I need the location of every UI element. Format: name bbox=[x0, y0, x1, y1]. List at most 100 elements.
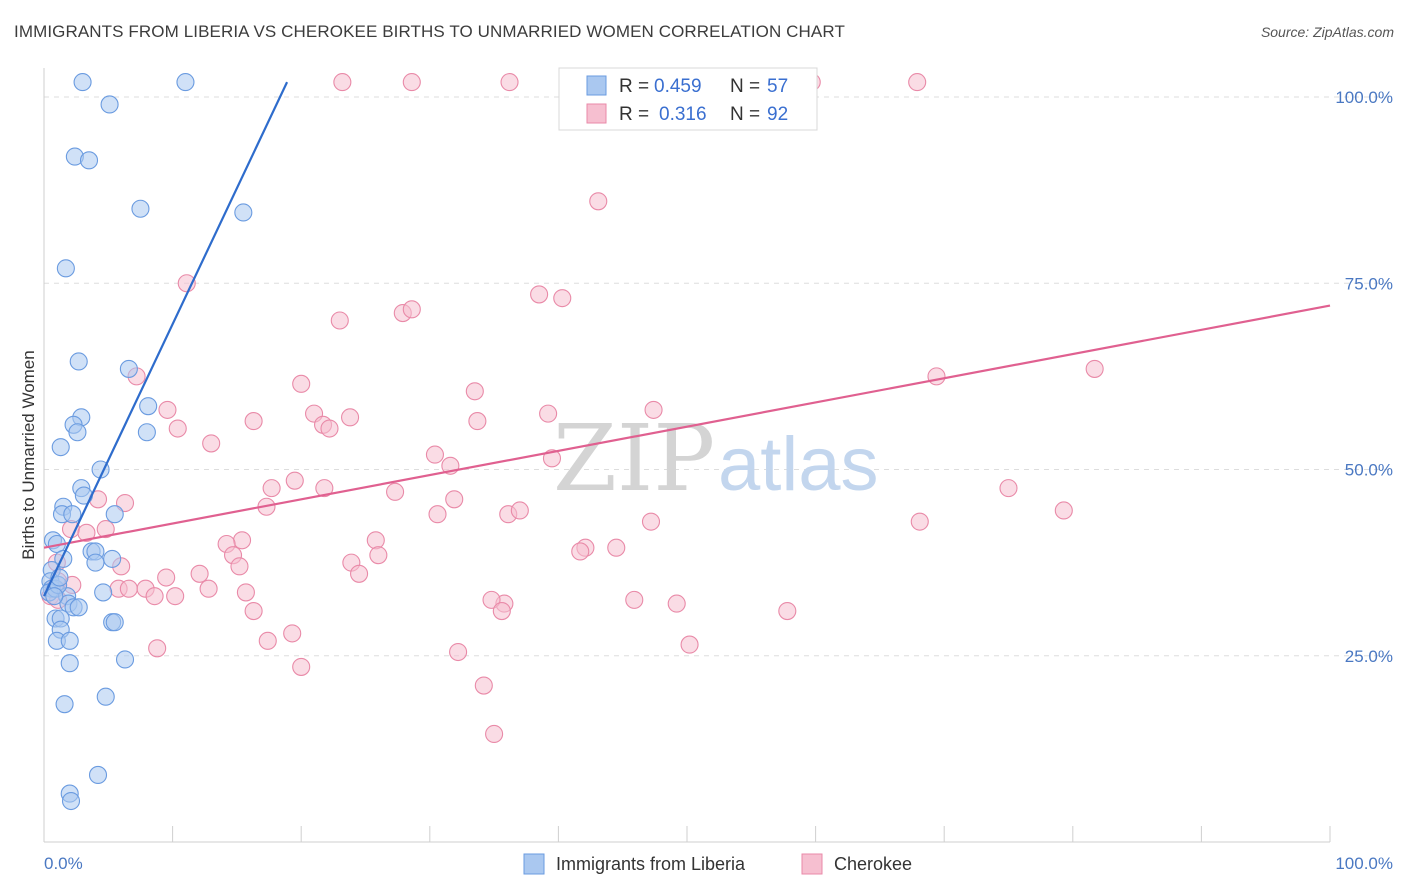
pink-point bbox=[119, 579, 138, 598]
pink-point bbox=[333, 73, 352, 92]
blue-point bbox=[105, 613, 124, 632]
pink-point bbox=[428, 505, 447, 524]
pink-point bbox=[199, 579, 218, 598]
y-tick-label: 75.0% bbox=[1345, 274, 1393, 293]
blue-point bbox=[51, 438, 70, 457]
legend-r-label-1: R = bbox=[619, 76, 649, 97]
y-tick-label: 50.0% bbox=[1345, 461, 1393, 480]
pink-point bbox=[641, 512, 661, 531]
blue-point bbox=[119, 359, 138, 378]
pink-point bbox=[115, 493, 135, 513]
blue-point bbox=[68, 423, 87, 442]
pink-point bbox=[485, 724, 504, 744]
pink-point bbox=[258, 631, 277, 650]
pink-point bbox=[366, 531, 385, 550]
blue-point bbox=[137, 423, 156, 442]
pink-point bbox=[168, 419, 187, 438]
blue-point bbox=[100, 95, 119, 114]
y-tick-label: 100.0% bbox=[1335, 88, 1393, 107]
pink-point bbox=[553, 289, 572, 308]
pink-point bbox=[542, 449, 562, 468]
pink-point bbox=[492, 601, 511, 621]
pink-point bbox=[386, 482, 405, 501]
pink-point bbox=[510, 501, 529, 520]
pink-point bbox=[1054, 501, 1073, 520]
blue-point bbox=[60, 631, 79, 650]
blue-point bbox=[56, 259, 75, 278]
blue-point bbox=[234, 203, 253, 222]
blue-point bbox=[73, 73, 92, 92]
pink-point bbox=[625, 590, 644, 609]
pink-point bbox=[158, 400, 177, 419]
pink-point bbox=[350, 564, 369, 583]
pink-point bbox=[778, 601, 797, 621]
blue-point bbox=[139, 397, 158, 416]
blue-point bbox=[105, 505, 124, 524]
bottom-legend-label-cherokee: Cherokee bbox=[834, 854, 912, 874]
pink-point bbox=[402, 300, 421, 319]
blue-point bbox=[55, 695, 74, 714]
pink-point bbox=[910, 512, 929, 531]
bottom-legend-swatch-liberia bbox=[523, 853, 545, 875]
blue-point bbox=[88, 765, 108, 785]
watermark-zip: ZIP bbox=[553, 405, 715, 512]
legend-r-value-1: 0.459 bbox=[654, 76, 702, 97]
blue-point bbox=[45, 587, 64, 606]
pink-point bbox=[468, 412, 487, 431]
pink-point bbox=[999, 479, 1018, 498]
pink-point bbox=[927, 367, 946, 386]
pink-point bbox=[236, 583, 255, 602]
pink-point bbox=[292, 657, 311, 676]
blue-point bbox=[96, 687, 115, 706]
pink-point bbox=[232, 531, 252, 550]
pink-point bbox=[1085, 359, 1104, 378]
legend-box: R = 0.459 N = 57 R = 0.316 N = 92 bbox=[558, 67, 818, 131]
pink-point bbox=[539, 404, 558, 423]
liberia-trendline bbox=[43, 81, 289, 597]
blue-point bbox=[115, 650, 135, 669]
pink-point bbox=[315, 479, 334, 498]
pink-point bbox=[202, 434, 221, 453]
pink-point bbox=[262, 479, 281, 498]
watermark-atlas: atlas bbox=[718, 422, 879, 507]
blue-point bbox=[61, 791, 81, 811]
y-tick-labels: 25.0% 50.0% 75.0% 100.0% bbox=[1335, 88, 1393, 666]
legend-r-label-2: R = bbox=[619, 104, 649, 125]
y-tick-label: 25.0% bbox=[1345, 647, 1393, 666]
pink-point bbox=[96, 520, 115, 539]
pink-point bbox=[157, 568, 176, 587]
pink-point bbox=[244, 412, 263, 431]
x-ticks bbox=[43, 826, 1331, 842]
y-axis-label: Births to Unmarried Women bbox=[19, 350, 38, 559]
pink-point bbox=[589, 192, 608, 211]
pink-point bbox=[482, 590, 501, 609]
bottom-legend: Immigrants from Liberia Cherokee bbox=[523, 853, 912, 875]
legend-n-label-1: N = bbox=[730, 76, 760, 97]
gridlines bbox=[44, 96, 1394, 657]
pink-point bbox=[230, 557, 249, 576]
x-tick-label-min: 0.0% bbox=[44, 854, 83, 873]
blue-point bbox=[79, 151, 99, 170]
pink-point bbox=[425, 445, 444, 464]
pink-point bbox=[607, 538, 626, 557]
source-credit: Source: ZipAtlas.com bbox=[1260, 24, 1394, 40]
legend-r-value-2: 0.316 bbox=[659, 104, 707, 125]
pink-point bbox=[571, 542, 590, 561]
pink-point bbox=[369, 546, 388, 565]
pink-point bbox=[145, 587, 164, 606]
legend-n-label-2: N = bbox=[730, 104, 760, 125]
pink-point bbox=[283, 624, 302, 643]
chart-title: IMMIGRANTS FROM LIBERIA VS CHEROKEE BIRT… bbox=[14, 22, 845, 41]
pink-point bbox=[474, 676, 493, 695]
legend-swatch-liberia bbox=[586, 75, 607, 96]
blue-point bbox=[103, 549, 122, 568]
blue-point bbox=[60, 654, 79, 673]
cherokee-trendline bbox=[43, 304, 1331, 549]
pink-point bbox=[320, 419, 339, 438]
pink-point bbox=[166, 587, 185, 606]
pink-point bbox=[190, 564, 209, 583]
pink-point bbox=[341, 408, 360, 427]
pink-point bbox=[644, 400, 663, 419]
pink-point bbox=[465, 382, 484, 401]
blue-point bbox=[69, 352, 88, 371]
